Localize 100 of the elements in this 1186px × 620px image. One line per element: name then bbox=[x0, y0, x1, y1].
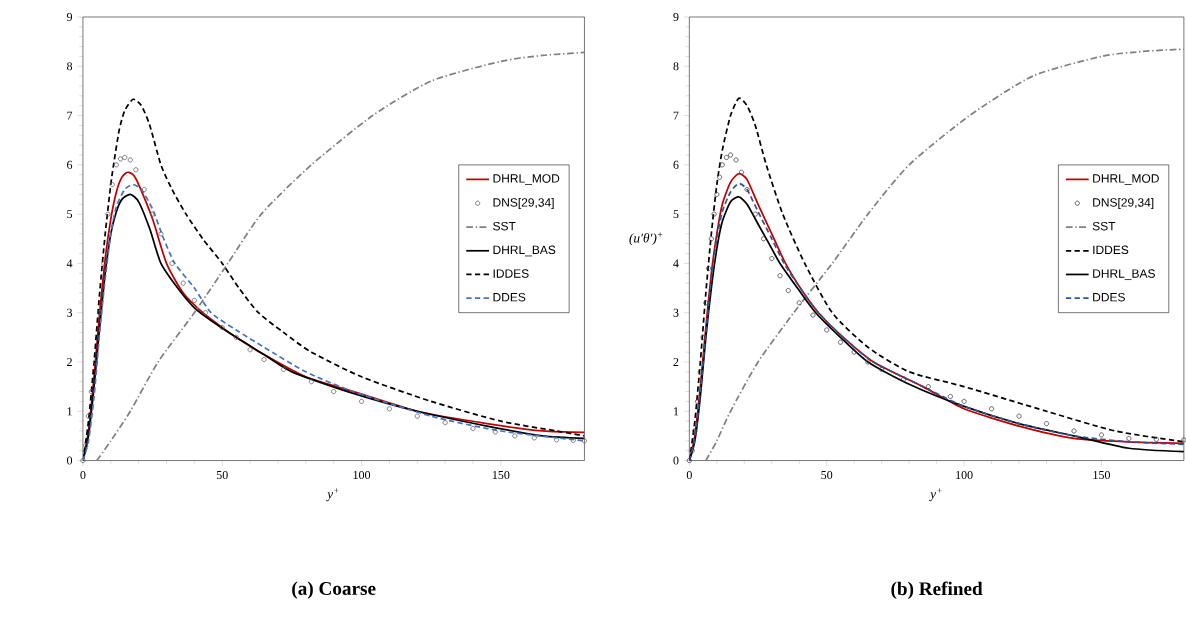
legend-label: IDDES bbox=[493, 269, 529, 278]
x-axis-title: y$^{+}$ bbox=[929, 487, 942, 501]
point bbox=[700, 334, 706, 340]
x-tick-label: 50 bbox=[216, 470, 228, 479]
y-tick-label: 5 bbox=[673, 209, 679, 218]
y-tick-label: 3 bbox=[673, 308, 679, 317]
x-tick-label: 150 bbox=[492, 470, 510, 479]
y-tick-label: 2 bbox=[673, 357, 679, 366]
point bbox=[697, 369, 703, 375]
point bbox=[689, 447, 695, 454]
x-tick-label: 100 bbox=[353, 470, 371, 479]
y-tick-label: 7 bbox=[67, 111, 73, 120]
text: (a) Coarse bbox=[292, 581, 376, 599]
y-tick-label: 9 bbox=[66, 12, 73, 21]
point bbox=[180, 280, 186, 286]
point bbox=[92, 359, 98, 365]
text: (b) Refined bbox=[891, 581, 983, 599]
legend-label: DHRL_BAS bbox=[1093, 269, 1155, 280]
y-tick-label: 0 bbox=[67, 456, 73, 465]
point bbox=[1071, 428, 1077, 434]
point bbox=[158, 231, 164, 237]
point bbox=[733, 157, 739, 163]
point bbox=[1016, 413, 1022, 419]
point bbox=[761, 236, 767, 242]
point bbox=[554, 437, 560, 443]
x-tick-label: 100 bbox=[956, 470, 973, 479]
point bbox=[851, 349, 857, 355]
point bbox=[769, 255, 775, 261]
point bbox=[837, 339, 843, 345]
y-tick-label: 1 bbox=[67, 407, 72, 416]
point bbox=[925, 383, 931, 389]
y-axis-title: (u′θ′)$^{+}$ bbox=[629, 232, 663, 246]
point bbox=[947, 393, 953, 399]
y-tick-label: 7 bbox=[673, 111, 679, 120]
point bbox=[1153, 436, 1159, 442]
y-tick-label: 6 bbox=[673, 160, 679, 169]
point bbox=[728, 152, 734, 158]
point bbox=[717, 174, 723, 180]
point bbox=[261, 356, 267, 362]
point bbox=[706, 265, 712, 271]
point bbox=[470, 425, 476, 431]
point bbox=[233, 334, 239, 340]
point bbox=[531, 435, 537, 441]
y-tick-label: 8 bbox=[67, 62, 73, 71]
legend-label: DHRL_BAS bbox=[493, 245, 556, 257]
x-tick-label: 0 bbox=[686, 470, 692, 479]
point bbox=[127, 157, 133, 163]
y-tick-label: 5 bbox=[67, 209, 73, 218]
point bbox=[150, 211, 156, 217]
point bbox=[202, 309, 209, 316]
point bbox=[581, 438, 587, 444]
point bbox=[796, 300, 802, 306]
point bbox=[695, 398, 701, 404]
point bbox=[1043, 420, 1050, 426]
point bbox=[901, 376, 907, 382]
point bbox=[386, 406, 392, 412]
point bbox=[97, 309, 103, 316]
point bbox=[133, 167, 139, 173]
point bbox=[105, 211, 111, 217]
point bbox=[492, 429, 498, 435]
point bbox=[777, 273, 783, 279]
point bbox=[80, 457, 86, 463]
point bbox=[442, 419, 448, 425]
point bbox=[739, 169, 745, 175]
y-tick-label: 9 bbox=[673, 12, 679, 21]
y-tick-label: 3 bbox=[67, 308, 73, 317]
y-tick-label: 6 bbox=[67, 160, 73, 169]
point bbox=[879, 366, 885, 372]
legend-label: DNS[29,34] bbox=[493, 197, 554, 209]
point bbox=[714, 191, 720, 197]
point bbox=[1181, 437, 1186, 443]
y-tick-label: 2 bbox=[67, 357, 72, 366]
point bbox=[359, 398, 365, 404]
y-tick-label: 4 bbox=[66, 259, 73, 268]
point bbox=[109, 181, 115, 187]
point bbox=[865, 359, 871, 365]
point bbox=[570, 437, 576, 443]
legend-label: DHRL_MOD bbox=[493, 174, 560, 185]
point bbox=[961, 398, 967, 404]
y-tick-label: 1 bbox=[674, 407, 679, 416]
point bbox=[785, 287, 791, 293]
y-tick-label: 0 bbox=[673, 456, 679, 465]
x-tick-label: 0 bbox=[80, 470, 86, 479]
legend-label: SST bbox=[1092, 221, 1116, 231]
point bbox=[719, 162, 725, 168]
legend-label: IDDES bbox=[1093, 245, 1129, 254]
point bbox=[122, 154, 128, 160]
point bbox=[744, 186, 750, 192]
point bbox=[692, 428, 698, 434]
point bbox=[703, 300, 709, 306]
legend-label: DDES bbox=[493, 292, 526, 302]
point bbox=[331, 388, 337, 394]
point bbox=[247, 346, 253, 352]
y-tick-label: 4 bbox=[673, 259, 679, 268]
y-tick-label: 8 bbox=[673, 62, 679, 71]
point bbox=[281, 366, 287, 372]
point bbox=[810, 312, 816, 318]
legend-label: SST bbox=[493, 221, 516, 231]
point bbox=[989, 406, 995, 412]
legend-label: DNS[29,34] bbox=[1093, 197, 1154, 209]
